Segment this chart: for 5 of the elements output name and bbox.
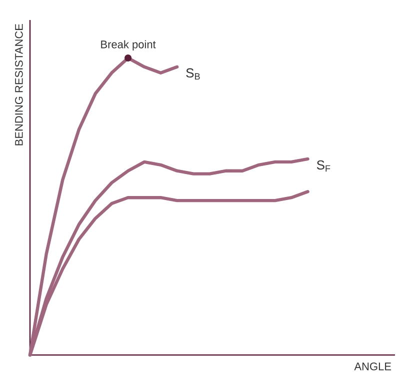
y-axis-title: BENDING RESISTANCE (15, 24, 23, 146)
series-label: S$_{B}$ (186, 68, 200, 80)
annotation: Break point (101, 40, 156, 50)
x-axis-title: ANGLE (354, 362, 392, 370)
series-label: S$_{F}$ (316, 160, 330, 172)
